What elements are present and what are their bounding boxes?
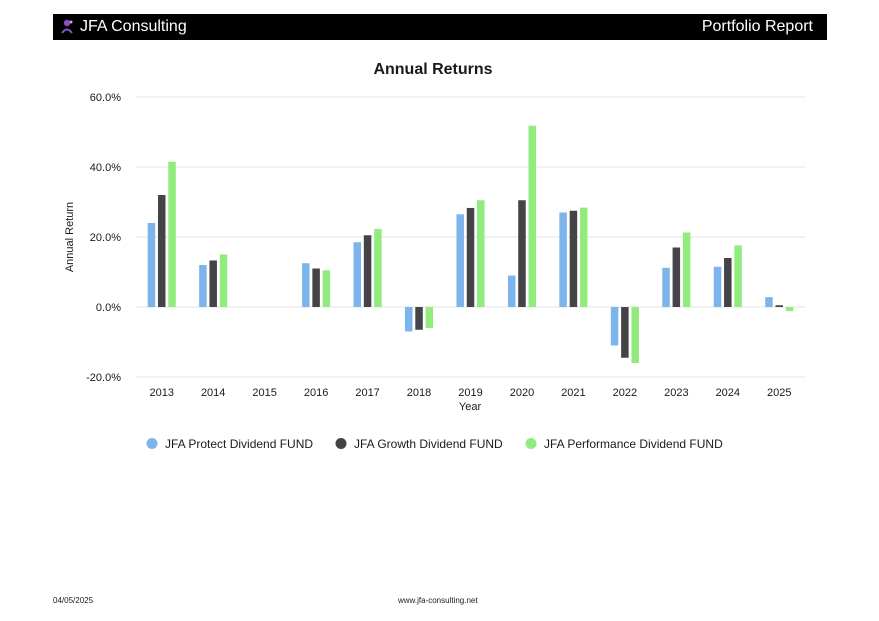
x-tick-label: 2013 xyxy=(149,387,173,399)
bar-2023-series-2 xyxy=(672,247,681,307)
x-tick-label: 2024 xyxy=(716,387,740,399)
x-tick-label: 2022 xyxy=(613,387,637,399)
bar-2022-series-2 xyxy=(621,307,629,358)
bar-2013-series-1 xyxy=(147,223,156,307)
x-tick-label: 2018 xyxy=(407,387,431,399)
chart-title: Annual Returns xyxy=(373,61,492,78)
bar-2021-series-3 xyxy=(579,207,588,307)
bar-2013-series-3 xyxy=(168,161,176,307)
jfa-logo-icon xyxy=(61,19,73,34)
x-tick-label: 2019 xyxy=(458,387,482,399)
y-tick-label: 60.0% xyxy=(90,92,121,104)
x-tick-label: 2017 xyxy=(355,387,379,399)
x-tick-label: 2023 xyxy=(664,387,688,399)
bar-2017-series-1 xyxy=(353,242,362,307)
bar-2022-series-1 xyxy=(610,307,619,346)
x-tick-label: 2025 xyxy=(767,387,791,399)
y-tick-label: -20.0% xyxy=(86,372,121,384)
legend-marker-series-2 xyxy=(335,438,347,449)
bar-2024-series-2 xyxy=(724,258,732,307)
legend-label-series-2[interactable]: JFA Growth Dividend FUND xyxy=(354,437,503,451)
bar-2019-series-3 xyxy=(477,200,485,307)
y-tick-label: 0.0% xyxy=(96,302,121,314)
bar-2024-series-1 xyxy=(713,266,722,307)
bar-2019-series-2 xyxy=(466,207,475,307)
legend-label-series-3[interactable]: JFA Performance Dividend FUND xyxy=(544,437,723,451)
y-axis-label: Annual Return xyxy=(64,202,76,272)
y-tick-label: 40.0% xyxy=(90,162,121,174)
x-tick-label: 2016 xyxy=(304,387,328,399)
legend-marker-series-1 xyxy=(146,438,158,449)
bar-2020-series-2 xyxy=(518,200,526,307)
bar-2023-series-3 xyxy=(682,232,691,307)
bar-2016-series-3 xyxy=(322,270,331,307)
bar-2016-series-2 xyxy=(312,268,320,307)
report-header: JFA Consulting Portfolio Report xyxy=(53,14,827,40)
bar-2020-series-3 xyxy=(528,125,537,307)
x-tick-label: 2020 xyxy=(510,387,534,399)
bar-2024-series-3 xyxy=(734,245,742,307)
y-tick-label: 20.0% xyxy=(90,232,121,244)
report-title: Portfolio Report xyxy=(701,18,813,35)
footer-date: 04/05/2025 xyxy=(53,596,94,605)
bar-2025-series-1 xyxy=(765,297,773,307)
bar-2014-series-1 xyxy=(199,265,207,307)
x-tick-label: 2014 xyxy=(201,387,225,399)
footer-url: www.jfa-consulting.net xyxy=(398,596,478,605)
bar-2013-series-2 xyxy=(157,195,166,307)
bar-2014-series-2 xyxy=(209,260,217,307)
bar-2018-series-2 xyxy=(415,307,423,330)
legend-marker-series-3 xyxy=(525,438,537,449)
x-tick-label: 2015 xyxy=(252,387,276,399)
annual-returns-chart: Annual Returns -20.0% 0.0% 20.0% 40.0% 60.0%… xyxy=(64,61,805,451)
bar-2016-series-1 xyxy=(302,263,310,307)
bar-2019-series-1 xyxy=(456,214,464,307)
bar-2017-series-3 xyxy=(374,228,382,307)
bar-2017-series-2 xyxy=(363,235,372,307)
bar-2020-series-1 xyxy=(507,275,516,307)
bar-2025-series-2 xyxy=(775,305,784,307)
bar-2022-series-3 xyxy=(631,307,639,363)
bar-2021-series-1 xyxy=(559,212,567,307)
bar-2021-series-2 xyxy=(569,210,578,307)
bar-2023-series-1 xyxy=(662,267,670,307)
bar-2014-series-3 xyxy=(219,254,228,307)
bar-2025-series-3 xyxy=(785,307,794,312)
legend-label-series-1[interactable]: JFA Protect Dividend FUND xyxy=(165,437,313,451)
brand-name: JFA Consulting xyxy=(80,18,187,35)
x-axis-label: Year xyxy=(459,401,482,413)
x-tick-label: 2021 xyxy=(561,387,585,399)
bar-2018-series-3 xyxy=(425,307,434,328)
bar-2018-series-1 xyxy=(404,307,413,332)
